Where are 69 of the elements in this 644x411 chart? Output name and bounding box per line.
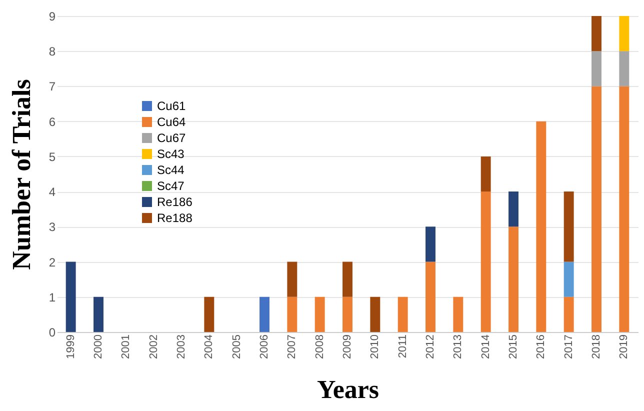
legend-label: Re188 xyxy=(157,211,193,225)
bar xyxy=(619,86,630,332)
y-tick-label: 6 xyxy=(48,114,56,129)
legend-label: Sc43 xyxy=(157,147,185,161)
x-axis-title: Years xyxy=(316,374,380,404)
y-tick-label: 2 xyxy=(48,255,56,270)
legend-label: Re186 xyxy=(157,195,193,209)
bar xyxy=(260,296,270,332)
y-tick-label: 8 xyxy=(48,44,56,59)
x-tick-label: 2009 xyxy=(342,334,354,359)
bar xyxy=(592,16,602,52)
legend-label: Cu67 xyxy=(157,131,186,145)
y-tick-label: 3 xyxy=(48,220,56,234)
bar xyxy=(564,192,574,262)
x-tick-label: 1999 xyxy=(64,334,77,359)
x-tick-label: 2017 xyxy=(562,334,575,359)
x-tick-label: 2005 xyxy=(230,334,243,359)
x-tick-label: 2004 xyxy=(203,334,216,359)
bar xyxy=(287,262,298,297)
bar xyxy=(508,226,518,332)
y-tick-label: 4 xyxy=(48,185,56,200)
bar xyxy=(287,296,298,332)
x-tick-label: 2012 xyxy=(424,334,436,359)
bar xyxy=(619,16,630,52)
bar xyxy=(619,51,630,86)
x-tick-label: 2000 xyxy=(92,334,104,359)
bar xyxy=(314,296,325,332)
x-tick-label: 2001 xyxy=(120,334,132,359)
x-tick-label: 2002 xyxy=(148,334,160,359)
y-tick-label: 0 xyxy=(48,326,56,340)
legend-label: Sc44 xyxy=(157,163,185,177)
x-tick-label: 2008 xyxy=(314,334,326,359)
bar xyxy=(564,296,574,332)
bar xyxy=(342,262,352,297)
x-tick-label: 2006 xyxy=(258,334,270,359)
bar xyxy=(370,296,380,332)
bar xyxy=(66,262,76,332)
x-tick-label: 2014 xyxy=(480,334,492,359)
bar xyxy=(398,296,408,332)
bar xyxy=(536,121,546,332)
y-axis-title: Number of Trials xyxy=(6,79,36,270)
y-tick-label: 5 xyxy=(48,150,56,164)
x-tick-label: 2011 xyxy=(396,334,409,358)
legend-label: Cu61 xyxy=(157,99,186,113)
bar xyxy=(204,296,214,332)
bar xyxy=(94,296,104,332)
bar xyxy=(342,296,352,332)
x-tick-label: 2019 xyxy=(618,334,630,359)
bar xyxy=(453,296,464,332)
bar xyxy=(508,192,518,227)
bar xyxy=(426,262,436,332)
x-tick-label: 2018 xyxy=(590,334,602,359)
bar xyxy=(426,226,436,262)
bar xyxy=(592,51,602,86)
x-tick-label: 2007 xyxy=(286,334,298,359)
legend-label: Cu64 xyxy=(157,115,186,129)
legend-label: Sc47 xyxy=(157,179,185,193)
x-tick-label: 2015 xyxy=(508,334,520,359)
bar xyxy=(564,262,574,297)
x-tick-label: 2013 xyxy=(452,334,464,359)
bar xyxy=(480,192,491,332)
x-tick-label: 2016 xyxy=(535,334,548,359)
bar xyxy=(592,86,602,332)
y-tick-label: 1 xyxy=(48,290,56,304)
y-tick-label: 9 xyxy=(48,10,56,24)
x-tick-label: 2010 xyxy=(369,334,382,359)
x-tick-label: 2003 xyxy=(176,334,188,359)
bar xyxy=(480,156,491,192)
y-tick-label: 7 xyxy=(48,80,56,94)
